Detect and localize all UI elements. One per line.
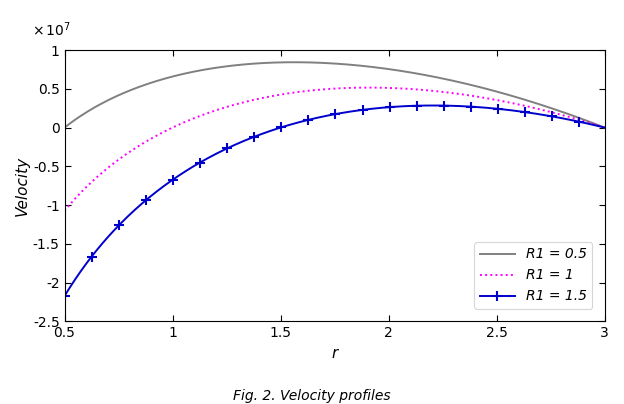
R1 = 1: [61, 208, 68, 213]
R1 = 1.5: [552, 115, 560, 120]
R1 = 1: [601, 125, 608, 130]
R1 = 0.5: [393, 68, 401, 73]
R1 = 0.5: [384, 67, 392, 72]
R1 = 0.5: [290, 60, 298, 65]
R1 = 1.5: [518, 109, 525, 114]
R1 = 0.5: [383, 66, 390, 71]
R1 = 1: [518, 103, 525, 107]
R1 = 0.5: [601, 125, 608, 130]
R1 = 0.5: [62, 124, 70, 128]
R1 = 1: [552, 111, 560, 116]
R1 = 1.5: [61, 294, 68, 299]
Y-axis label: Velocity: Velocity: [15, 156, 30, 216]
Text: Fig. 2. Velocity profiles: Fig. 2. Velocity profiles: [233, 389, 391, 403]
Legend: R1 = 0.5, R1 = 1, R1 = 1.5: R1 = 0.5, R1 = 1, R1 = 1.5: [474, 242, 592, 309]
R1 = 1: [62, 206, 70, 211]
R1 = 0.5: [552, 107, 560, 112]
R1 = 0.5: [518, 96, 525, 101]
R1 = 1: [384, 86, 392, 90]
Line: R1 = 0.5: R1 = 0.5: [64, 62, 605, 128]
R1 = 1.5: [381, 105, 388, 110]
R1 = 1.5: [601, 125, 608, 130]
R1 = 1.5: [383, 105, 390, 110]
Text: $\times\,10^7$: $\times\,10^7$: [32, 21, 71, 39]
R1 = 1.5: [62, 291, 70, 296]
R1 = 1.5: [391, 104, 399, 109]
X-axis label: r: r: [331, 346, 338, 361]
Line: R1 = 1.5: R1 = 1.5: [60, 101, 610, 301]
R1 = 0.5: [61, 125, 68, 130]
R1 = 1.5: [429, 103, 437, 108]
R1 = 1: [383, 85, 390, 90]
Line: R1 = 1: R1 = 1: [64, 88, 605, 211]
R1 = 1: [393, 86, 401, 90]
R1 = 1: [364, 85, 372, 90]
